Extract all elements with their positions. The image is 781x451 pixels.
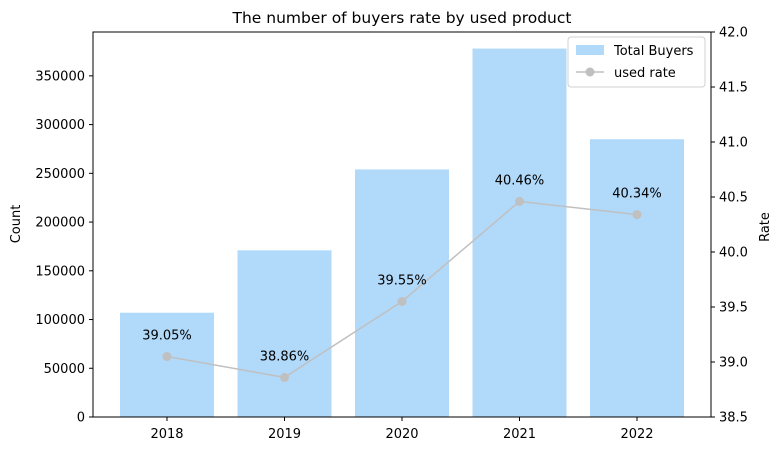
used-rate-label-2018: 39.05% — [142, 329, 192, 344]
bar-2020 — [355, 169, 449, 417]
line-layer: 39.05% 38.86% 39.55% 40.46% 40.34% — [142, 173, 662, 382]
y-right-tick-label-39.5: 39.5 — [719, 301, 748, 316]
y-right-tick-label-41.0: 41.0 — [719, 136, 748, 151]
y-axis-left: 0 50000 100000 150000 200000 250000 300000 3500… — [35, 69, 93, 426]
bar-2018 — [120, 312, 214, 417]
x-axis: 2018 2019 2020 2021 2022 — [150, 417, 654, 442]
y-left-tick-label-100000: 100000 — [35, 313, 85, 328]
used-rate-point-2022 — [632, 210, 642, 220]
y-right-tick-label-41.5: 41.5 — [719, 81, 748, 96]
y-right-tick-label-42.0: 42.0 — [719, 26, 748, 41]
y-axis-left-title: Count — [9, 205, 24, 244]
used-rate-point-2021 — [515, 196, 524, 206]
x-tick-label-2019: 2019 — [268, 427, 301, 442]
x-tick-label-2022: 2022 — [620, 427, 653, 442]
chart-title: The number of buyers rate by used produc… — [232, 9, 572, 27]
y-axis-right-title: Rate — [758, 212, 773, 242]
y-left-tick-label-300000: 300000 — [35, 118, 85, 133]
y-right-tick-label-38.5: 38.5 — [719, 411, 748, 426]
used-rate-point-2018 — [162, 352, 172, 361]
bars-layer — [120, 48, 684, 418]
y-left-tick-label-150000: 150000 — [35, 264, 85, 279]
bar-2019 — [237, 250, 332, 417]
legend-swatch-total-buyers — [576, 45, 604, 55]
y-left-tick-label-250000: 250000 — [35, 167, 85, 182]
legend-marker-used-rate — [585, 67, 595, 77]
bar-2022 — [590, 139, 684, 417]
y-left-tick-label-50000: 50000 — [44, 362, 85, 377]
used-rate-point-2020 — [397, 297, 407, 306]
x-tick-label-2021: 2021 — [503, 427, 536, 442]
used-rate-label-2021: 40.46% — [495, 173, 545, 188]
y-right-tick-label-39.0: 39.0 — [719, 356, 748, 371]
x-tick-label-2020: 2020 — [385, 427, 418, 442]
y-axis-right: 38.5 39.0 39.5 40.0 40.5 41.0 41.5 42.0 — [711, 26, 748, 426]
legend-label-total-buyers: Total Buyers — [613, 44, 694, 59]
y-right-tick-label-40.5: 40.5 — [719, 191, 748, 206]
bar-2021 — [472, 48, 567, 418]
used-rate-label-2022: 40.34% — [612, 187, 662, 202]
used-rate-point-2019 — [280, 372, 289, 382]
x-tick-label-2018: 2018 — [150, 427, 183, 442]
y-left-tick-label-0: 0 — [77, 411, 85, 426]
y-left-tick-label-200000: 200000 — [35, 216, 85, 231]
y-left-tick-label-350000: 350000 — [35, 69, 85, 84]
y-right-tick-label-40.0: 40.0 — [719, 246, 748, 261]
used-rate-label-2020: 39.55% — [377, 274, 427, 289]
legend: Total Buyers used rate — [567, 36, 706, 88]
legend-label-used-rate: used rate — [614, 66, 676, 81]
used-rate-label-2019: 38.86% — [260, 349, 310, 364]
